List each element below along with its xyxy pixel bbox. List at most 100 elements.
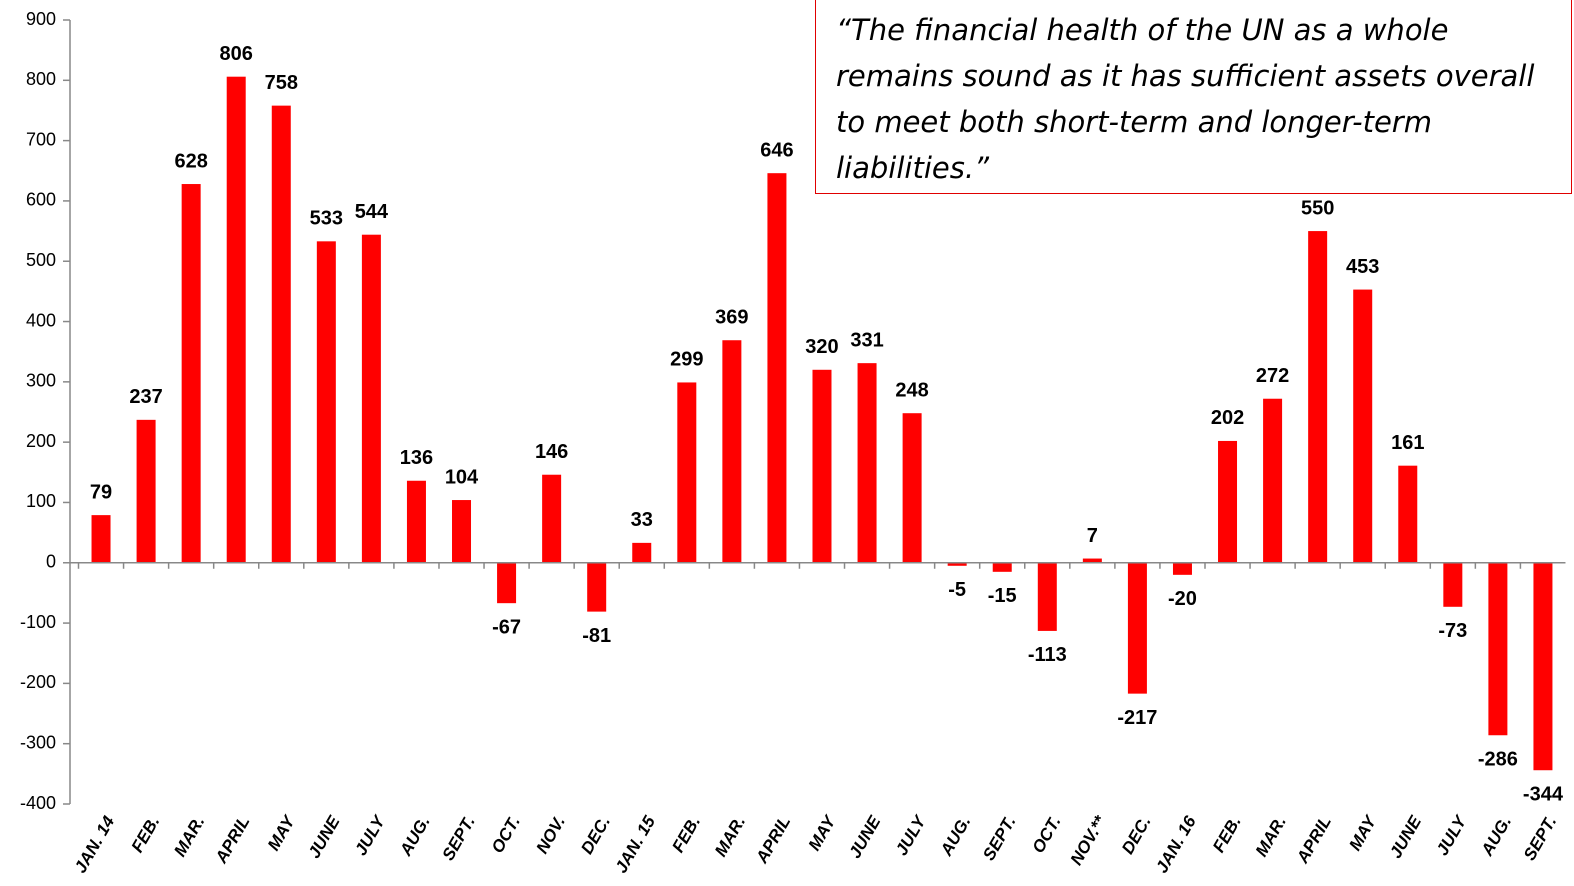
value-label: 79	[90, 481, 112, 503]
value-label: 136	[400, 447, 433, 469]
bar	[271, 105, 291, 563]
bar	[452, 500, 472, 563]
x-tick-label: AUG.	[396, 813, 434, 860]
bar	[1488, 562, 1508, 736]
value-label: 104	[445, 466, 479, 488]
value-label: 369	[715, 307, 748, 329]
bar	[767, 173, 787, 563]
value-label: 146	[535, 441, 568, 463]
bar	[136, 419, 156, 563]
bar	[1443, 562, 1463, 607]
x-tick-label: JULY	[351, 811, 389, 858]
value-label: 331	[850, 329, 883, 351]
value-label: 237	[129, 386, 162, 408]
y-tick-label: 100	[26, 491, 56, 511]
x-tick-label: JUNE	[305, 812, 344, 861]
x-tick-label: APRIL	[752, 813, 794, 868]
value-label: 806	[220, 43, 253, 65]
bar	[542, 474, 562, 563]
value-label: 299	[670, 349, 703, 371]
value-label: -67	[492, 616, 521, 638]
y-tick-label: 800	[26, 69, 56, 89]
x-tick-label: NOV.**	[1067, 812, 1111, 869]
bar	[181, 184, 201, 563]
x-tick-label: OCT.	[488, 813, 524, 857]
x-tick-label: OCT.	[1029, 813, 1065, 857]
y-tick-label: -400	[20, 793, 56, 813]
bar	[1263, 398, 1283, 563]
y-tick-label: 500	[26, 250, 56, 270]
value-label: -217	[1117, 707, 1157, 729]
value-label: 320	[805, 336, 838, 358]
x-tick-label: AUG.	[936, 813, 974, 860]
bar	[812, 369, 832, 563]
x-tick-label: DEC.	[1118, 813, 1155, 858]
value-label: 202	[1211, 407, 1244, 429]
x-tick-label: MAR.	[711, 813, 749, 860]
x-tick-label: FEB.	[1209, 813, 1245, 856]
y-tick-label: 0	[46, 552, 56, 572]
x-tick-label: JAN. 15	[611, 812, 659, 876]
value-label: 272	[1256, 365, 1289, 387]
x-tick-label: MAR.	[170, 813, 208, 860]
bar	[1218, 440, 1238, 563]
value-label: -286	[1478, 749, 1518, 771]
bar	[1127, 562, 1147, 694]
x-tick-label: JULY	[892, 811, 930, 858]
value-label: -15	[988, 585, 1017, 607]
y-tick-label: -100	[20, 612, 56, 632]
x-tick-label: JAN. 16	[1152, 812, 1200, 876]
bar	[677, 382, 697, 563]
bar	[361, 234, 381, 563]
bar	[857, 363, 877, 563]
value-label: 544	[355, 201, 389, 223]
value-label: -73	[1438, 620, 1467, 642]
y-tick-label: -200	[20, 672, 56, 692]
value-label: 758	[265, 72, 298, 94]
bar	[1308, 231, 1328, 563]
y-tick-label: 200	[26, 431, 56, 451]
value-label: -20	[1168, 588, 1197, 610]
bar	[722, 340, 742, 563]
bar	[1353, 289, 1373, 563]
x-tick-label: FEB.	[668, 813, 704, 856]
annotation-line: “The financial health of the UN as a who…	[836, 13, 1449, 47]
y-tick-label: 600	[26, 190, 56, 210]
bar	[406, 480, 426, 563]
annotation-line: liabilities.”	[836, 151, 990, 185]
value-label: -344	[1523, 784, 1564, 806]
bar	[1172, 562, 1192, 575]
y-tick-label: 300	[26, 371, 56, 391]
value-label: 646	[760, 139, 793, 161]
x-tick-label: JUNE	[1386, 812, 1425, 861]
bar	[226, 76, 246, 563]
bar	[587, 562, 607, 612]
value-label: -113	[1028, 644, 1067, 666]
value-label: 161	[1391, 432, 1424, 454]
value-label: -81	[582, 625, 611, 647]
x-tick-label: MAY	[805, 811, 841, 854]
bar	[1082, 558, 1102, 563]
y-tick-label: 400	[26, 310, 56, 330]
bar	[316, 241, 336, 563]
annotation-box: “The financial health of the UN as a who…	[815, 0, 1572, 194]
value-label: 7	[1087, 525, 1098, 547]
bar	[902, 413, 922, 563]
value-label: 628	[174, 150, 207, 172]
bar	[91, 515, 111, 563]
x-tick-label: MAY	[264, 811, 300, 854]
bar	[1037, 562, 1057, 631]
y-tick-label: 900	[26, 9, 56, 29]
bar	[497, 562, 517, 604]
x-tick-label: APRIL	[1293, 813, 1335, 868]
annotation-line: remains sound as it has sufficient asset…	[836, 59, 1535, 93]
y-tick-label: 700	[26, 129, 56, 149]
x-tick-label: MAY	[1345, 811, 1381, 854]
x-tick-label: JULY	[1433, 811, 1471, 858]
x-tick-label: APRIL	[211, 813, 253, 868]
x-tick-label: SEPT.	[979, 813, 1019, 864]
x-tick-label: MAR.	[1252, 813, 1290, 860]
bar	[992, 562, 1012, 572]
